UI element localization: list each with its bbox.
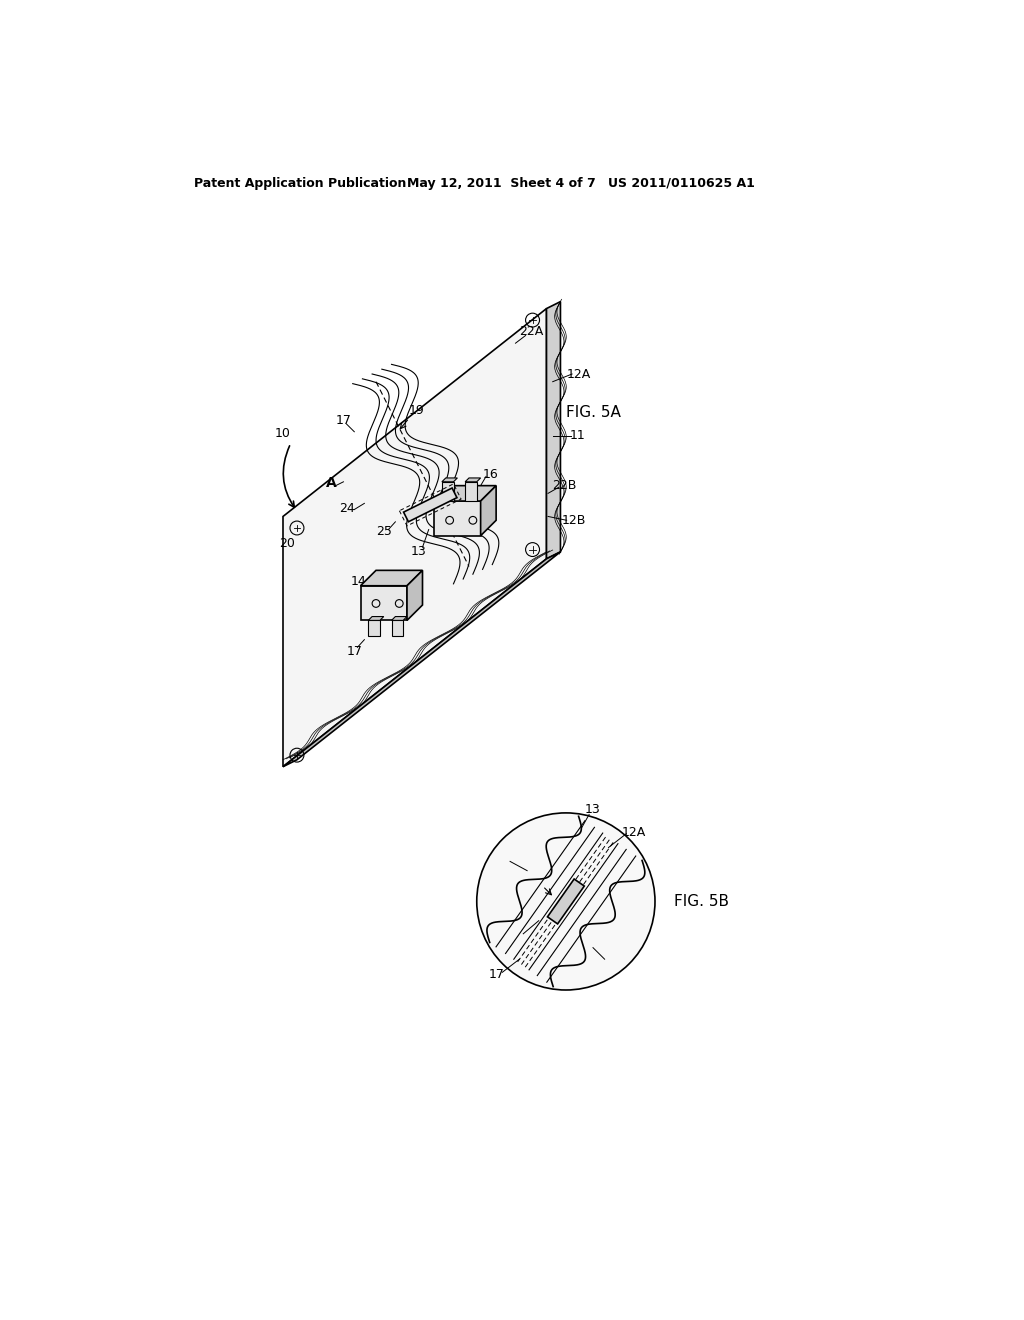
Text: 19: 19: [409, 404, 424, 417]
Polygon shape: [369, 620, 380, 636]
Polygon shape: [434, 486, 496, 502]
Text: 17: 17: [347, 644, 364, 657]
Polygon shape: [391, 616, 407, 620]
Text: 12A: 12A: [622, 825, 646, 838]
Text: 10: 10: [275, 426, 291, 440]
Polygon shape: [548, 879, 585, 924]
Text: 11: 11: [569, 429, 586, 442]
Polygon shape: [283, 309, 547, 767]
Text: 24: 24: [339, 502, 355, 515]
Text: May 12, 2011  Sheet 4 of 7: May 12, 2011 Sheet 4 of 7: [407, 177, 596, 190]
Polygon shape: [465, 482, 477, 502]
Polygon shape: [442, 478, 458, 482]
Text: 18: 18: [390, 597, 406, 610]
Text: 24: 24: [508, 929, 523, 942]
Text: FIG. 5A: FIG. 5A: [566, 405, 621, 420]
Text: 22A: 22A: [596, 957, 621, 970]
Text: 13: 13: [411, 545, 427, 557]
Text: A: A: [326, 477, 337, 490]
Circle shape: [477, 813, 655, 990]
Text: 16: 16: [483, 467, 499, 480]
Text: Patent Application Publication: Patent Application Publication: [194, 177, 407, 190]
Text: 14: 14: [351, 576, 367, 589]
Polygon shape: [480, 486, 496, 536]
Text: 25: 25: [496, 853, 512, 866]
Text: 22A: 22A: [519, 325, 543, 338]
Text: 17: 17: [488, 968, 504, 981]
Text: 12B: 12B: [561, 513, 586, 527]
Polygon shape: [360, 570, 423, 586]
Text: 20: 20: [279, 537, 295, 550]
Polygon shape: [403, 488, 457, 521]
Polygon shape: [434, 502, 480, 536]
Text: 25: 25: [376, 525, 392, 539]
Polygon shape: [391, 620, 403, 636]
Polygon shape: [360, 586, 407, 620]
Polygon shape: [547, 302, 560, 558]
Text: 13: 13: [585, 803, 601, 816]
Polygon shape: [369, 616, 384, 620]
Polygon shape: [407, 570, 423, 620]
Text: 12A: 12A: [567, 367, 591, 380]
Text: 22B: 22B: [552, 479, 577, 492]
Text: FIG. 5B: FIG. 5B: [675, 894, 729, 909]
Polygon shape: [442, 482, 454, 502]
Polygon shape: [465, 478, 480, 482]
Text: 17: 17: [336, 413, 351, 426]
Text: US 2011/0110625 A1: US 2011/0110625 A1: [608, 177, 756, 190]
Polygon shape: [283, 552, 560, 767]
